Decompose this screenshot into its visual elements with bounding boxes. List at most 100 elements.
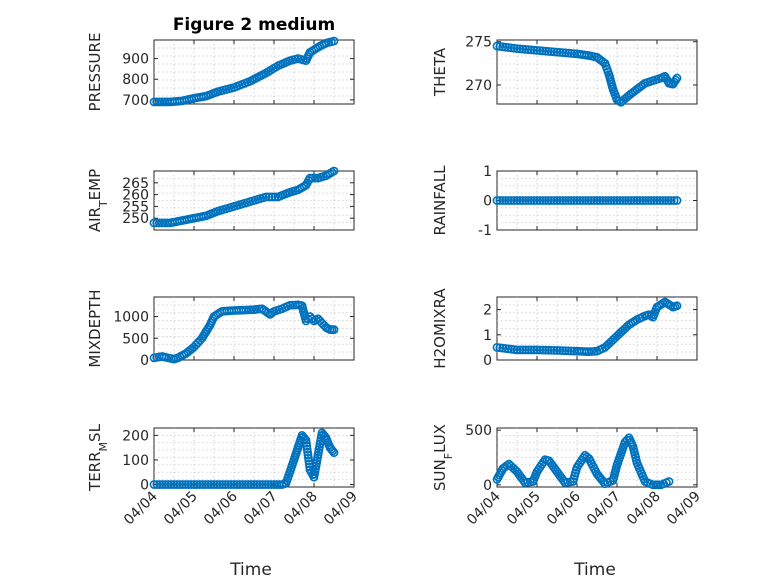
data-point bbox=[606, 196, 616, 205]
data-point bbox=[218, 480, 227, 489]
data-point bbox=[615, 196, 625, 205]
data-point bbox=[578, 196, 588, 205]
data-point bbox=[672, 196, 682, 205]
data-point bbox=[541, 46, 550, 56]
y-tick-label: 250 bbox=[122, 211, 149, 227]
data-point bbox=[555, 346, 565, 355]
y-tick-label: 200 bbox=[122, 428, 149, 444]
data-point bbox=[166, 480, 176, 489]
data-point bbox=[270, 192, 280, 202]
data-point bbox=[529, 196, 539, 205]
data-point bbox=[651, 480, 661, 490]
data-point bbox=[521, 345, 530, 355]
data-point bbox=[558, 48, 568, 58]
data-point bbox=[569, 196, 579, 205]
data-point bbox=[261, 480, 270, 489]
data-point bbox=[604, 196, 613, 205]
subplot-1: 700 800 900 PRESSURE Figure 2 medium bbox=[86, 15, 355, 111]
data-point bbox=[163, 480, 173, 489]
subplot-2: 270 275 THETA bbox=[431, 35, 698, 107]
data-point bbox=[252, 480, 262, 489]
data-point bbox=[524, 196, 533, 205]
data-point bbox=[263, 308, 273, 318]
y-tick-label: 1000 bbox=[113, 310, 149, 326]
y-tick-label: 255 bbox=[122, 199, 149, 215]
data-point bbox=[612, 196, 622, 205]
data-point bbox=[564, 346, 573, 356]
data-point bbox=[586, 196, 596, 205]
y-tick-label: 265 bbox=[122, 176, 149, 192]
data-point bbox=[308, 173, 318, 183]
x-tick-label: 04/09 bbox=[321, 489, 361, 529]
data-point bbox=[515, 196, 525, 205]
data-point bbox=[564, 48, 573, 58]
data-point bbox=[183, 480, 193, 489]
data-point bbox=[572, 196, 582, 205]
data-point bbox=[658, 196, 668, 205]
y-tick-label: 500 bbox=[465, 423, 492, 439]
data-point bbox=[566, 346, 576, 356]
data-point bbox=[666, 196, 676, 205]
data-point bbox=[154, 218, 164, 228]
data-point bbox=[526, 345, 536, 355]
data-point bbox=[595, 196, 605, 205]
data-point bbox=[541, 345, 550, 355]
data-point bbox=[215, 480, 225, 489]
data-point bbox=[655, 196, 665, 205]
y-tick-label: 900 bbox=[122, 52, 149, 68]
data-point bbox=[221, 480, 230, 489]
data-point bbox=[300, 434, 310, 444]
data-point bbox=[152, 97, 162, 107]
data-point bbox=[652, 196, 662, 205]
subplot-6: 0 1 2 H2OMIXRA bbox=[431, 288, 698, 369]
data-point bbox=[529, 345, 539, 355]
data-point bbox=[638, 80, 648, 90]
data-point bbox=[203, 480, 213, 489]
data-point bbox=[555, 196, 565, 205]
data-point bbox=[206, 480, 216, 489]
data-point bbox=[498, 196, 508, 205]
data-point bbox=[535, 196, 545, 205]
y-tick-label: 0 bbox=[483, 353, 492, 369]
data-point bbox=[512, 345, 522, 355]
y-tick-label: 0 bbox=[483, 478, 492, 494]
data-point bbox=[175, 480, 185, 489]
data-point bbox=[149, 480, 159, 489]
data-point bbox=[249, 480, 259, 489]
data-point bbox=[232, 480, 242, 489]
data-point bbox=[518, 345, 528, 355]
data-point bbox=[564, 196, 573, 205]
data-point bbox=[246, 480, 256, 489]
data-point bbox=[538, 196, 548, 205]
data-point bbox=[155, 480, 165, 489]
data-point bbox=[609, 196, 619, 205]
subplot-5: 0 500 1000 MIXDEPTH bbox=[86, 289, 355, 369]
data-point bbox=[229, 480, 239, 489]
data-point bbox=[509, 196, 519, 205]
data-point bbox=[506, 196, 516, 205]
data-point bbox=[661, 196, 670, 205]
data-point bbox=[152, 218, 162, 228]
x-tick-label: 04/07 bbox=[584, 489, 624, 529]
data-point bbox=[329, 325, 339, 334]
data-point bbox=[329, 166, 339, 176]
x-tick-label: 04/08 bbox=[281, 489, 321, 529]
data-point bbox=[549, 196, 559, 205]
data-point bbox=[192, 480, 202, 489]
data-point bbox=[261, 192, 271, 202]
data-point bbox=[149, 218, 159, 228]
data-point bbox=[641, 196, 650, 205]
data-point bbox=[552, 47, 562, 57]
data-point bbox=[532, 45, 542, 55]
data-point bbox=[541, 196, 550, 205]
data-point bbox=[544, 345, 553, 355]
y-axis-label: SUNFLUX bbox=[431, 424, 455, 491]
data-point bbox=[529, 45, 539, 55]
data-point bbox=[172, 480, 182, 489]
data-point bbox=[521, 196, 530, 205]
x-tick-label: 04/05 bbox=[161, 489, 201, 529]
data-point bbox=[549, 345, 559, 355]
data-point bbox=[649, 196, 659, 205]
